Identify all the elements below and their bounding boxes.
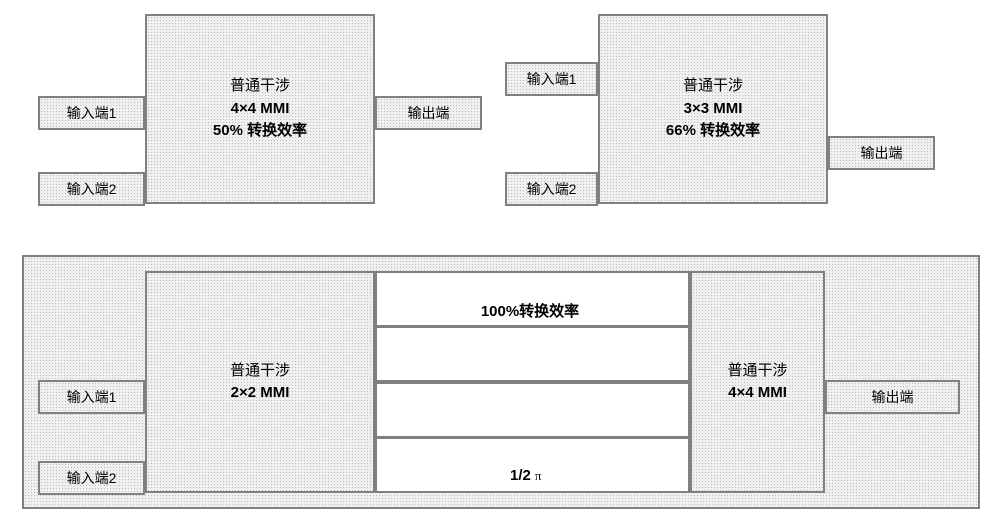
top-left-mmi-line2: 4×4 MMI (231, 98, 290, 121)
top-right-input1-label: 输入端1 (527, 69, 577, 89)
phase-pi: π (535, 468, 542, 484)
bottom-right-mmi-box: 普通干涉 4×4 MMI (690, 271, 825, 493)
phase-half: 1/2 (510, 467, 531, 484)
top-left-mmi-box: 普通干涉 4×4 MMI 50% 转换效率 (145, 14, 375, 204)
top-left-input2: 输入端2 (38, 172, 145, 206)
waveguide-row-3 (375, 382, 690, 438)
bottom-output: 输出端 (825, 380, 960, 414)
bottom-left-mmi-line1: 普通干涉 (230, 360, 290, 383)
top-left-output: 输出端 (375, 96, 482, 130)
top-right-output-label: 输出端 (861, 143, 903, 163)
bottom-input2-label: 输入端2 (67, 468, 117, 488)
bottom-phase-label: 1/2 π (510, 467, 541, 484)
top-right-mmi-line3: 66% 转换效率 (666, 120, 760, 143)
top-left-output-label: 输出端 (408, 103, 450, 123)
bottom-left-mmi-line2: 2×2 MMI (231, 382, 290, 405)
waveguide-row-2 (375, 326, 690, 382)
bottom-right-mmi-line2: 4×4 MMI (728, 382, 787, 405)
top-left-input1-label: 输入端1 (67, 103, 117, 123)
top-right-input2: 输入端2 (505, 172, 598, 206)
top-right-mmi-line1: 普通干涉 (683, 75, 743, 98)
waveguide-row-4 (375, 437, 690, 493)
bottom-input2: 输入端2 (38, 461, 145, 495)
bottom-left-mmi-box: 普通干涉 2×2 MMI (145, 271, 375, 493)
top-left-input2-label: 输入端2 (67, 179, 117, 199)
top-right-mmi-box: 普通干涉 3×3 MMI 66% 转换效率 (598, 14, 828, 204)
top-right-input1: 输入端1 (505, 62, 598, 96)
bottom-output-label: 输出端 (872, 387, 914, 407)
top-left-mmi-line1: 普通干涉 (230, 75, 290, 98)
bottom-right-mmi-line1: 普通干涉 (727, 360, 787, 383)
top-left-input1: 输入端1 (38, 96, 145, 130)
bottom-input1: 输入端1 (38, 380, 145, 414)
top-right-output: 输出端 (828, 136, 935, 170)
top-left-mmi-line3: 50% 转换效率 (213, 120, 307, 143)
bottom-input1-label: 输入端1 (67, 387, 117, 407)
top-right-input2-label: 输入端2 (527, 179, 577, 199)
bottom-efficiency-label: 100%转换效率 (400, 300, 660, 321)
top-right-mmi-line2: 3×3 MMI (684, 98, 743, 121)
